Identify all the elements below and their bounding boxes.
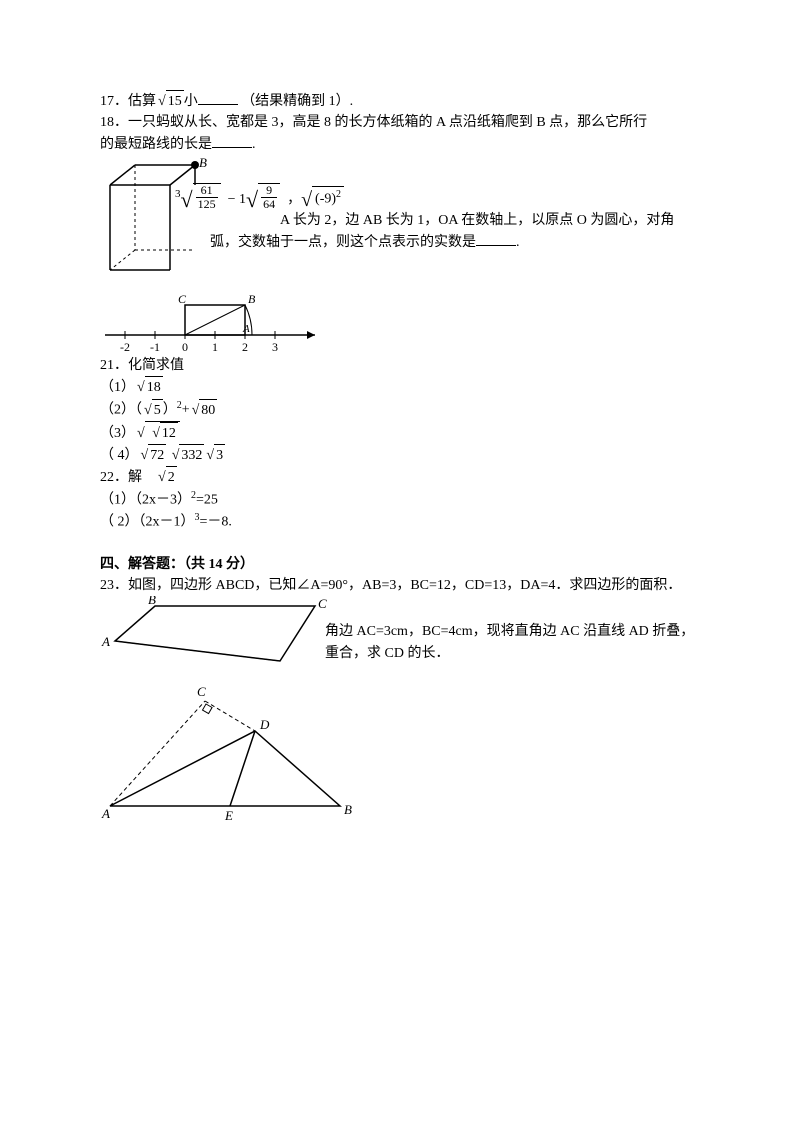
q21-4: （ 4）72 3323 bbox=[100, 444, 700, 466]
triangle-figure: A B C D E bbox=[100, 676, 360, 826]
svg-text:B: B bbox=[344, 802, 352, 817]
q22-2-pre: （ 2）（2x－1） bbox=[100, 515, 195, 530]
svg-text:C: C bbox=[178, 292, 187, 306]
sqrt-18: 18 bbox=[135, 376, 163, 398]
sqrt-12: 12 bbox=[150, 422, 178, 444]
q21-title: 21．化简求值 bbox=[100, 355, 700, 376]
q18-blank bbox=[212, 133, 252, 148]
q20-text-line2: 弧，交数轴于一点，则这个点表示的实数是. bbox=[210, 231, 520, 253]
sqrt-80: 80 bbox=[190, 399, 218, 421]
sqrt-outer: 12 bbox=[135, 421, 180, 444]
sqrt-3: 3 bbox=[204, 444, 225, 466]
svg-text:C: C bbox=[197, 684, 206, 699]
q24-overlay-line2: 重合，求 CD 的长． bbox=[325, 643, 449, 664]
svg-text:3: 3 bbox=[272, 340, 278, 354]
quad-abcd: A B C bbox=[100, 596, 350, 676]
q21-2-mid: ） bbox=[163, 403, 177, 418]
sep: ， bbox=[287, 192, 301, 207]
cuboid-label-B: B bbox=[199, 155, 207, 170]
q17-mid: 小 bbox=[184, 94, 198, 109]
svg-text:2: 2 bbox=[242, 340, 248, 354]
q20-l2-post: . bbox=[516, 235, 520, 250]
q22-1: （1）（2x－3）2=25 bbox=[100, 488, 700, 511]
svg-text:-1: -1 bbox=[150, 340, 160, 354]
frac-9: 9 bbox=[261, 184, 277, 198]
q21-3-pre: （3） bbox=[100, 426, 135, 441]
q17-suffix: （结果精确到 1）. bbox=[241, 94, 353, 109]
svg-text:C: C bbox=[318, 596, 327, 611]
q21-2: （2）（5）2+80 bbox=[100, 398, 700, 421]
svg-text:E: E bbox=[224, 808, 233, 823]
q22-2: （ 2）（2x－1）3=－8. bbox=[100, 510, 700, 533]
q20-l2-pre: 弧，交数轴于一点，则这个点表示的实数是 bbox=[210, 235, 476, 250]
q21-1: （1）18 bbox=[100, 376, 700, 398]
section-4-header: 四、解答题：（共 14 分） bbox=[100, 554, 700, 575]
q23-line1: 23．如图，四边形 ABCD，已知∠A=90°，AB=3，BC=12，CD=13… bbox=[100, 575, 700, 596]
svg-text:A: A bbox=[101, 806, 110, 821]
q22-title: 22．解 2 bbox=[100, 466, 700, 488]
svg-text:B: B bbox=[148, 596, 156, 607]
sqrt-5: 5 bbox=[142, 399, 163, 421]
document-page: 17．估算15小 （结果精确到 1）. 18．一只蚂蚁从长、宽都是 3，高是 8… bbox=[0, 0, 800, 866]
q22-1-post: =25 bbox=[196, 492, 218, 507]
minus-1: − 1 bbox=[228, 192, 246, 207]
q18-19-20-figure-block: B 3√61125 − 1√964 ，√(-9)2 A 长为 2，边 AB 长为… bbox=[100, 155, 700, 285]
q21-2-plus: + bbox=[182, 403, 190, 418]
number-line-svg: -2 -1 0 1 2 3 C B A bbox=[100, 285, 330, 355]
q22-1-pre: （1）（2x－3） bbox=[100, 492, 191, 507]
q18-line1: 18．一只蚂蚁从长、宽都是 3，高是 8 的长方体纸箱的 A 点沿纸箱爬到 B … bbox=[100, 112, 700, 133]
q18-line2-post: . bbox=[252, 137, 256, 152]
q21-4-pre: （ 4） bbox=[100, 448, 139, 463]
q22-title-pre: 22．解 bbox=[100, 470, 142, 485]
svg-text:B: B bbox=[248, 292, 256, 306]
q21-1-pre: （1） bbox=[100, 380, 135, 395]
q24-overlay-line1: 角边 AC=3cm，BC=4cm，现将直角边 AC 沿直线 AD 折叠， bbox=[325, 621, 694, 642]
sq: 2 bbox=[336, 189, 341, 200]
sqrt-2: 2 bbox=[156, 466, 177, 488]
q18-line2: 的最短路线的长是. bbox=[100, 133, 700, 155]
number-line-figure: -2 -1 0 1 2 3 C B A bbox=[100, 285, 700, 355]
frac-61: 61 bbox=[196, 184, 218, 198]
svg-text:1: 1 bbox=[212, 340, 218, 354]
q23-figure-block: A B C 角边 AC=3cm，BC=4cm，现将直角边 AC 沿直线 AD 折… bbox=[100, 596, 700, 826]
q21-2-pre: （2）（ bbox=[100, 403, 142, 418]
svg-text:A: A bbox=[101, 634, 110, 649]
q18-line2-pre: 的最短路线的长是 bbox=[100, 137, 212, 152]
q17: 17．估算15小 （结果精确到 1）. bbox=[100, 90, 700, 112]
q21-3: （3） 12 bbox=[100, 421, 700, 444]
q22-2-post: =－8. bbox=[200, 515, 232, 530]
q20-text-line1: A 长为 2，边 AB 长为 1，OA 在数轴上，以原点 O 为圆心，对角 bbox=[280, 210, 700, 231]
svg-text:-2: -2 bbox=[120, 340, 130, 354]
frac-64: 64 bbox=[261, 198, 277, 211]
q17-prefix: 17．估算 bbox=[100, 94, 156, 109]
svg-text:0: 0 bbox=[182, 340, 188, 354]
sqrt-332: 332 bbox=[170, 444, 205, 466]
neg9: (-9) bbox=[315, 192, 336, 207]
sqrt-72: 72 bbox=[139, 444, 167, 466]
q17-blank bbox=[198, 90, 238, 105]
frac-125: 125 bbox=[196, 198, 218, 211]
svg-text:D: D bbox=[259, 717, 270, 732]
svg-text:A: A bbox=[242, 323, 250, 335]
sqrt-15: 15 bbox=[156, 90, 184, 112]
q20-blank bbox=[476, 231, 516, 246]
